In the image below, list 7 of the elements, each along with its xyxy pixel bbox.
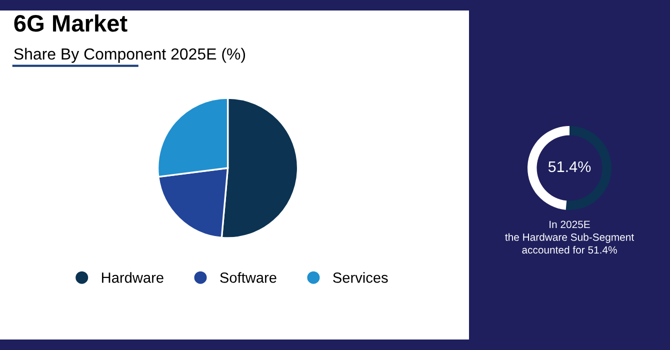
text: In 2025E the Hardware Sub-Segment accounted for 51.4% [505,220,634,254]
text: 51.4% [548,161,591,172]
legend-label: Hardware [102,272,164,283]
chart-title: 6G Market [14,14,128,32]
legend-label: Software [220,272,276,283]
chart-subtitle: Share By Component 2025E (%) [14,48,246,63]
legend-label: Services [333,272,388,283]
